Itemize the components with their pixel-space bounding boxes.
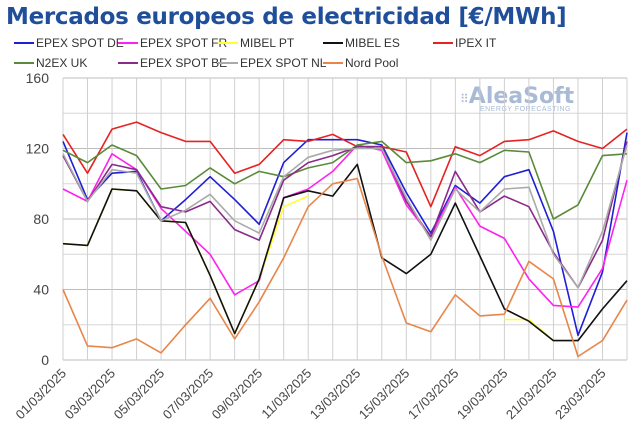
x-tick-label: 19/03/2025	[454, 366, 511, 423]
x-tick-label: 11/03/2025	[258, 366, 314, 422]
y-tick-label: 0	[41, 352, 49, 368]
chart-title: Mercados europeos de electricidad [€/MWh…	[6, 4, 567, 30]
legend-swatch	[218, 62, 238, 64]
x-tick-label: 23/03/2025	[552, 366, 609, 423]
legend-item: IPEX IT	[433, 36, 496, 50]
x-tick-label: 09/03/2025	[209, 366, 266, 423]
legend-label: EPEX SPOT FR	[140, 36, 228, 50]
legend-label: N2EX UK	[36, 56, 88, 70]
legend-swatch	[14, 42, 34, 44]
y-tick-label: 160	[26, 70, 50, 86]
legend-item: Nord Pool	[323, 56, 398, 70]
x-tick-label: 21/03/2025	[503, 366, 560, 423]
x-tick-label: 13/03/2025	[307, 366, 364, 423]
series-line-n2ex-uk	[62, 140, 628, 220]
legend-swatch	[14, 62, 34, 64]
series-line-nord-pool	[62, 177, 628, 358]
legend-item: EPEX SPOT FR	[118, 36, 227, 50]
x-tick-label: 17/03/2025	[405, 366, 462, 423]
legend-swatch	[433, 42, 453, 44]
legend-swatch	[323, 42, 343, 44]
aleasoft-logo: ⠿AleaSoft ENERGY FORECASTING	[460, 84, 575, 113]
y-tick-label: 40	[33, 282, 49, 298]
legend-swatch	[118, 42, 138, 44]
legend-label: IPEX IT	[455, 36, 497, 50]
logo-name: AleaSoft	[468, 84, 575, 109]
y-tick-label: 80	[33, 211, 49, 227]
x-tick-label: 01/03/2025	[12, 366, 69, 423]
legend-label: EPEX SPOT DE	[36, 36, 124, 50]
legend-swatch	[218, 42, 238, 44]
y-tick-label: 120	[26, 141, 50, 157]
series-line-mibel-es	[62, 163, 628, 342]
x-tick-label: 03/03/2025	[62, 366, 119, 423]
legend-swatch	[323, 62, 343, 64]
logo-dots-icon: ⠿	[460, 92, 469, 106]
legend-item: N2EX UK	[14, 56, 87, 70]
x-tick-label: 05/03/2025	[111, 366, 168, 423]
legend-item: EPEX SPOT BE	[118, 56, 227, 70]
legend-item: MIBEL ES	[323, 36, 400, 50]
legend-swatch	[118, 62, 138, 64]
legend-label: Nord Pool	[345, 56, 399, 70]
series-line-epex-spot-be	[62, 141, 628, 289]
series-line-epex-spot-de	[62, 132, 628, 337]
x-tick-label: 07/03/2025	[160, 366, 217, 423]
legend-item: EPEX SPOT NL	[218, 56, 326, 70]
legend-item: EPEX SPOT DE	[14, 36, 124, 50]
logo-tagline: ENERGY FORECASTING	[480, 106, 571, 113]
legend-label: MIBEL ES	[345, 36, 400, 50]
series-line-epex-spot-nl	[62, 144, 628, 289]
series-line-ipex-it	[62, 121, 628, 208]
legend-label: MIBEL PT	[240, 36, 295, 50]
legend-label: EPEX SPOT NL	[240, 56, 327, 70]
x-tick-label: 15/03/2025	[356, 366, 413, 423]
legend: EPEX SPOT DE EPEX SPOT FR MIBEL PT MIBEL ES…	[0, 36, 640, 76]
legend-label: EPEX SPOT BE	[140, 56, 228, 70]
legend-item: MIBEL PT	[218, 36, 294, 50]
